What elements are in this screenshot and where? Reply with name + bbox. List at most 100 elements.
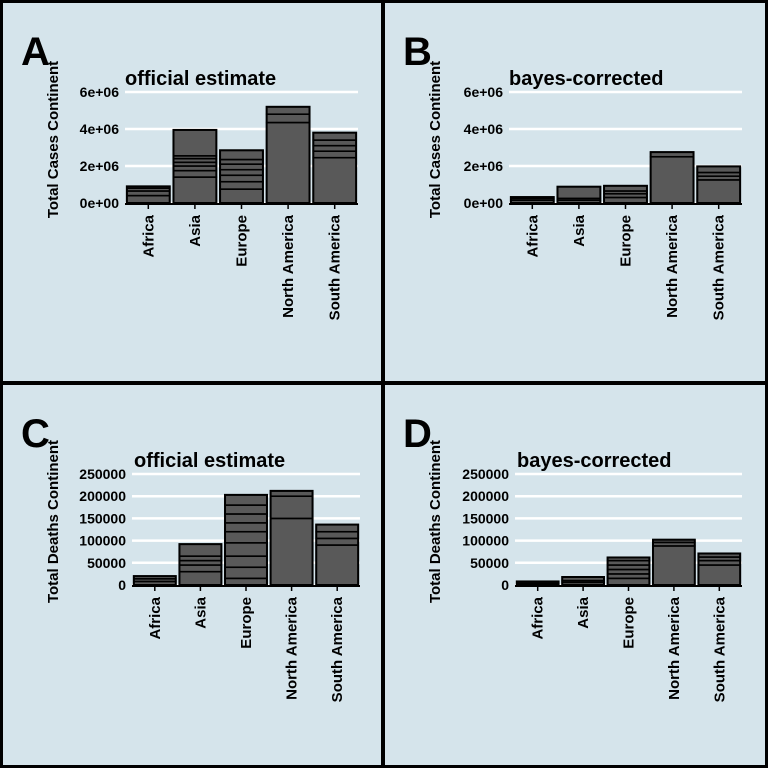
bar-segment-a-4-0: [312, 156, 357, 204]
ytick-label-c-5: 250000: [79, 466, 126, 482]
panel-label-b: B: [403, 30, 432, 74]
bar-segment-a-4-2: [312, 144, 357, 152]
ytick-label-d-4: 200000: [462, 488, 509, 504]
ytick-label-d-1: 50000: [470, 555, 509, 571]
y-axis-label-a: Total Cases Continent: [45, 61, 62, 218]
bar-segment-c-3-0: [269, 517, 314, 586]
chart-d: 0 50000 100000 150000 200000 250000 Africa Asia…: [403, 412, 742, 702]
xtick-label-d-2: Europe: [621, 597, 638, 649]
ytick-label-b-0: 0e+00: [464, 195, 504, 211]
ytick-label-a-3: 6e+06: [80, 84, 120, 100]
bar-segment-a-4-4: [312, 131, 357, 141]
ytick-label-d-3: 150000: [462, 510, 509, 526]
panel-b: 0e+00 2e+06 4e+06 6e+06 Africa Asia Europe Nort…: [385, 3, 765, 381]
panel-d: 0 50000 100000 150000 200000 250000 Africa Asia…: [385, 385, 765, 765]
bar-segment-a-2-6: [219, 149, 264, 161]
xtick-label-a-2: Europe: [234, 215, 251, 267]
xtick-label-c-1: Asia: [192, 596, 209, 628]
bar-segment-a-3-2: [265, 106, 311, 116]
ytick-label-d-2: 100000: [462, 533, 509, 549]
y-axis-label-b: Total Cases Continent: [427, 61, 444, 218]
xtick-label-d-0: Africa: [530, 596, 547, 639]
ytick-label-a-0: 0e+00: [80, 195, 120, 211]
bar-segment-a-2-1: [219, 180, 264, 190]
xtick-label-a-4: South America: [327, 214, 344, 320]
bar-segment-d-4-0: [697, 564, 741, 586]
bar-segment-c-1-0: [178, 570, 223, 586]
chart-a: 0e+00 2e+06 4e+06 6e+06 Africa Asia Europe Nort…: [21, 30, 358, 320]
bar-segment-d-3-0: [652, 545, 696, 586]
xtick-label-a-0: Africa: [140, 214, 157, 257]
bar-segment-a-2-2: [219, 174, 264, 183]
xtick-label-d-4: South America: [711, 596, 728, 702]
xtick-label-c-2: Europe: [238, 597, 255, 649]
bar-segment-a-3-0: [265, 121, 311, 204]
bar-segment-a-2-0: [219, 188, 264, 204]
ytick-label-b-3: 6e+06: [464, 84, 504, 100]
bar-segment-c-2-7: [224, 504, 268, 515]
bar-segment-a-1-6: [172, 129, 218, 157]
chart-title-d: bayes-corrected: [517, 450, 672, 472]
ytick-label-c-4: 200000: [79, 488, 126, 504]
ytick-label-b-1: 2e+06: [464, 158, 504, 174]
bar-segment-c-4-1: [315, 537, 359, 546]
y-axis-label-c: Total Deaths Continent: [45, 440, 62, 603]
chart-c: 0 50000 100000 150000 200000 250000 Africa Asia…: [21, 412, 360, 702]
panel-a: 0e+00 2e+06 4e+06 6e+06 Africa Asia Europe Nort…: [3, 3, 381, 381]
bar-segment-c-2-1: [224, 566, 268, 580]
chart-title-a: official estimate: [125, 68, 276, 90]
bar-segment-a-4-1: [312, 150, 357, 159]
xtick-label-d-3: North America: [666, 596, 683, 699]
xtick-label-b-0: Africa: [524, 214, 541, 257]
xtick-label-a-3: North America: [280, 214, 297, 317]
ytick-label-d-5: 250000: [462, 466, 509, 482]
bar-segment-c-2-6: [224, 513, 268, 524]
ytick-label-c-0: 0: [118, 577, 126, 593]
ytick-label-b-2: 4e+06: [464, 121, 504, 137]
bar-segment-a-2-4: [219, 163, 264, 171]
ytick-label-c-2: 100000: [79, 533, 126, 549]
bar-segment-a-2-3: [219, 168, 264, 177]
ytick-label-a-1: 2e+06: [80, 158, 120, 174]
bar-segment-c-1-1: [178, 564, 223, 573]
panel-label-d: D: [403, 412, 432, 456]
xtick-label-d-1: Asia: [575, 596, 592, 628]
bar-segment-b-1-2: [556, 185, 602, 200]
bar-segment-c-2-8: [224, 494, 268, 506]
bar-segment-a-3-1: [265, 113, 311, 124]
bar-segment-a-0-0: [126, 194, 171, 204]
panel-label-a: A: [21, 30, 50, 74]
chart-title-b: bayes-corrected: [509, 68, 664, 90]
ytick-label-a-2: 4e+06: [80, 121, 120, 137]
xtick-label-b-2: Europe: [618, 215, 635, 267]
bar-segment-c-2-2: [224, 555, 268, 569]
bar-segment-a-4-3: [312, 139, 357, 147]
chart-title-c: official estimate: [134, 450, 285, 472]
bar-segment-c-4-2: [315, 530, 359, 540]
bar-segment-a-1-0: [172, 176, 218, 204]
xtick-label-b-1: Asia: [571, 214, 588, 246]
bar-segment-a-1-1: [172, 169, 218, 178]
xtick-label-c-3: North America: [284, 596, 301, 699]
bar-segment-c-2-4: [224, 530, 268, 544]
bar-segment-c-2-5: [224, 522, 268, 533]
bar-segment-b-3-0: [649, 155, 695, 204]
bar-segment-c-3-1: [269, 495, 314, 520]
y-axis-label-d: Total Deaths Continent: [427, 440, 444, 603]
xtick-label-c-0: Africa: [147, 596, 164, 639]
panel-c: 0 50000 100000 150000 200000 250000 Africa Asia…: [3, 385, 381, 765]
ytick-label-d-0: 0: [501, 577, 509, 593]
bar-segment-b-4-0: [696, 179, 741, 204]
chart-b: 0e+00 2e+06 4e+06 6e+06 Africa Asia Europe Nort…: [403, 30, 742, 320]
bar-segment-c-2-3: [224, 542, 268, 557]
ytick-label-c-3: 150000: [79, 510, 126, 526]
panel-label-c: C: [21, 412, 50, 456]
bar-segment-c-4-3: [315, 523, 359, 533]
xtick-label-a-1: Asia: [187, 214, 204, 246]
xtick-label-c-4: South America: [329, 596, 346, 702]
xtick-label-b-4: South America: [711, 214, 728, 320]
xtick-label-b-3: North America: [664, 214, 681, 317]
ytick-label-c-1: 50000: [87, 555, 126, 571]
bar-segment-c-1-4: [178, 543, 223, 557]
